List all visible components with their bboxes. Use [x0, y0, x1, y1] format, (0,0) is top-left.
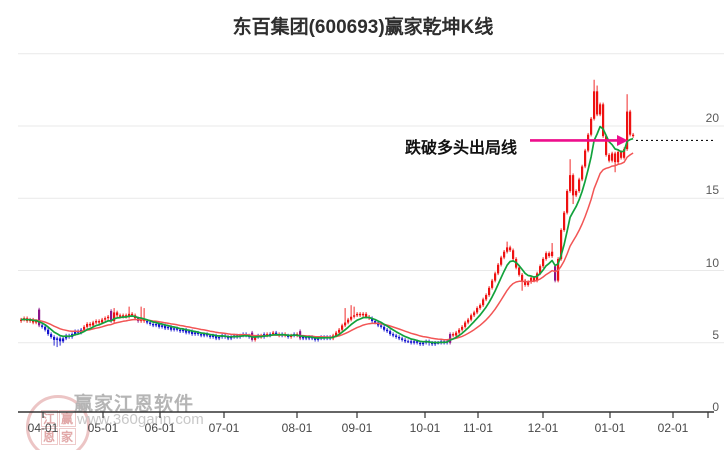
x-tick-label: 09-01: [341, 421, 373, 435]
exit-line-arrow-icon: [617, 134, 628, 146]
watermark-url-text: www.360gann.com: [77, 411, 204, 428]
x-tick-label: 04-01: [27, 421, 59, 435]
x-tick-label: 05-01: [87, 421, 119, 435]
x-tick-label: 02-01: [657, 421, 689, 435]
y-tick-label: 0: [712, 400, 719, 414]
x-tick-label: 06-01: [144, 421, 176, 435]
x-tick-label: 01-01: [594, 421, 626, 435]
watermark-seal-char: 家: [58, 427, 76, 445]
watermark-seal-icon: 江 赢 恩 家: [26, 395, 90, 450]
watermark-brand-text: 赢家江恩软件: [74, 394, 195, 415]
grid-lines: [18, 53, 724, 344]
x-tick-label: 11-01: [463, 421, 493, 435]
x-tick-label: 12-01: [527, 421, 559, 435]
chart-title: 东百集团(600693)赢家乾坤K线: [232, 17, 494, 38]
fast-ma-line: [21, 125, 634, 344]
candlestick-series: [20, 79, 635, 348]
exit-line-label: 跌破多头出局线: [405, 140, 518, 157]
y-tick-label: 15: [705, 183, 719, 198]
y-tick-label: 5: [712, 327, 719, 342]
watermark-seal-char: 恩: [40, 427, 58, 445]
watermark-seal-char: 江: [40, 409, 58, 427]
x-tick-label: 10-01: [409, 421, 441, 435]
y-tick-label: 20: [705, 111, 719, 125]
watermark-seal-char: 赢: [58, 409, 76, 427]
watermark-seal-grid: 江 赢 恩 家: [40, 409, 76, 445]
slow-ma-line: [21, 152, 634, 341]
exit-line: [530, 134, 628, 146]
y-tick-label: 10: [705, 255, 719, 270]
x-tick-label: 07-01: [208, 421, 240, 435]
x-tick-label: 08-01: [281, 421, 313, 435]
x-axis: [18, 411, 714, 418]
